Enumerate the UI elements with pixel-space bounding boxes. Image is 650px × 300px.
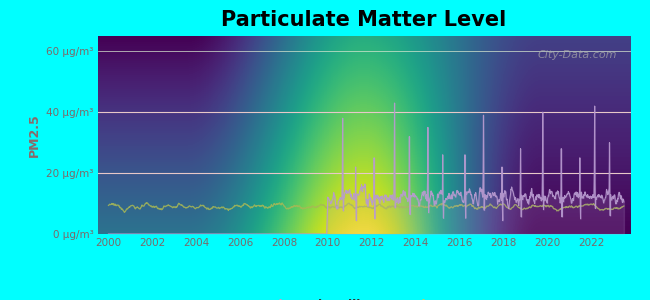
Legend: Springville, CA, US: Springville, CA, US: [268, 294, 460, 300]
Y-axis label: PM2.5: PM2.5: [27, 113, 40, 157]
Text: City-Data.com: City-Data.com: [538, 50, 617, 60]
Title: Particulate Matter Level: Particulate Matter Level: [222, 10, 506, 30]
